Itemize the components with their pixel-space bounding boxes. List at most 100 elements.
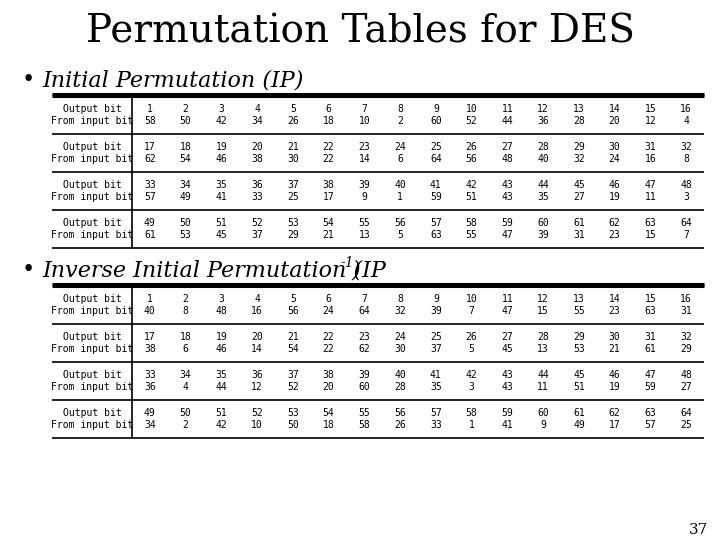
Text: 17: 17 — [323, 192, 335, 202]
Text: 46: 46 — [608, 180, 621, 190]
Text: 24: 24 — [323, 306, 335, 316]
Text: 6: 6 — [325, 294, 332, 304]
Text: 39: 39 — [359, 370, 370, 380]
Text: 54: 54 — [287, 344, 299, 354]
Text: 15: 15 — [644, 104, 656, 114]
Text: 8: 8 — [183, 306, 189, 316]
Text: From input bit: From input bit — [51, 116, 133, 126]
Text: 13: 13 — [359, 230, 370, 240]
Text: 42: 42 — [466, 180, 477, 190]
Text: 32: 32 — [395, 306, 406, 316]
Text: 18: 18 — [323, 116, 335, 126]
Text: 48: 48 — [502, 154, 513, 164]
Text: 1: 1 — [397, 192, 403, 202]
Text: 6: 6 — [397, 154, 403, 164]
Text: 49: 49 — [144, 408, 156, 418]
Text: 43: 43 — [502, 370, 513, 380]
Text: 21: 21 — [287, 332, 299, 342]
Text: 37: 37 — [430, 344, 442, 354]
Text: 54: 54 — [323, 408, 335, 418]
Text: 60: 60 — [537, 218, 549, 228]
Text: 56: 56 — [466, 154, 477, 164]
Text: 15: 15 — [644, 230, 656, 240]
Text: 44: 44 — [502, 116, 513, 126]
Text: 4: 4 — [683, 116, 689, 126]
Text: 63: 63 — [644, 218, 656, 228]
Text: 64: 64 — [430, 154, 442, 164]
Text: 47: 47 — [502, 306, 513, 316]
Text: 54: 54 — [180, 154, 192, 164]
Text: 37: 37 — [689, 523, 708, 537]
Text: 30: 30 — [287, 154, 299, 164]
Text: 59: 59 — [430, 192, 442, 202]
Text: 55: 55 — [573, 306, 585, 316]
Text: 55: 55 — [359, 218, 370, 228]
Text: 42: 42 — [466, 370, 477, 380]
Text: 55: 55 — [466, 230, 477, 240]
Text: 28: 28 — [537, 332, 549, 342]
Text: 50: 50 — [287, 420, 299, 430]
Text: •: • — [22, 259, 35, 281]
Text: 36: 36 — [251, 180, 263, 190]
Text: 41: 41 — [502, 420, 513, 430]
Text: 31: 31 — [644, 142, 656, 152]
Text: 47: 47 — [644, 370, 656, 380]
Text: -1: -1 — [340, 256, 354, 270]
Text: 7: 7 — [361, 104, 367, 114]
Text: 20: 20 — [251, 332, 263, 342]
Text: 23: 23 — [359, 332, 370, 342]
Text: 25: 25 — [430, 142, 442, 152]
Text: 20: 20 — [608, 116, 621, 126]
Text: 50: 50 — [180, 218, 192, 228]
Text: 36: 36 — [144, 382, 156, 392]
Text: 58: 58 — [144, 116, 156, 126]
Text: Output bit: Output bit — [63, 180, 122, 190]
Text: Output bit: Output bit — [63, 370, 122, 380]
Text: 43: 43 — [502, 192, 513, 202]
Text: 19: 19 — [608, 192, 621, 202]
Text: 51: 51 — [466, 192, 477, 202]
Text: •: • — [22, 69, 35, 91]
Text: Output bit: Output bit — [63, 408, 122, 418]
Text: 5: 5 — [469, 344, 474, 354]
Text: 58: 58 — [466, 408, 477, 418]
Text: 64: 64 — [680, 408, 692, 418]
Text: 12: 12 — [537, 104, 549, 114]
Text: 35: 35 — [215, 180, 228, 190]
Text: 6: 6 — [325, 104, 332, 114]
Text: 23: 23 — [359, 142, 370, 152]
Text: Output bit: Output bit — [63, 142, 122, 152]
Text: 36: 36 — [251, 370, 263, 380]
Text: 20: 20 — [251, 142, 263, 152]
Text: 12: 12 — [251, 382, 263, 392]
Text: 7: 7 — [683, 230, 689, 240]
Text: 44: 44 — [215, 382, 228, 392]
Text: 30: 30 — [395, 344, 406, 354]
Text: 3: 3 — [683, 192, 689, 202]
Text: 49: 49 — [144, 218, 156, 228]
Text: From input bit: From input bit — [51, 382, 133, 392]
Text: 38: 38 — [251, 154, 263, 164]
Text: 48: 48 — [680, 370, 692, 380]
Text: 3: 3 — [218, 294, 225, 304]
Text: 49: 49 — [180, 192, 192, 202]
Text: 61: 61 — [144, 230, 156, 240]
Text: 41: 41 — [430, 180, 442, 190]
Text: 37: 37 — [251, 230, 263, 240]
Text: 2: 2 — [397, 116, 403, 126]
Text: 59: 59 — [644, 382, 656, 392]
Text: 1: 1 — [147, 104, 153, 114]
Text: 26: 26 — [466, 332, 477, 342]
Text: 11: 11 — [537, 382, 549, 392]
Text: 15: 15 — [537, 306, 549, 316]
Text: 21: 21 — [608, 344, 621, 354]
Text: 9: 9 — [433, 104, 438, 114]
Text: 33: 33 — [144, 370, 156, 380]
Text: 12: 12 — [644, 116, 656, 126]
Text: 46: 46 — [215, 344, 228, 354]
Text: 34: 34 — [144, 420, 156, 430]
Text: 52: 52 — [287, 382, 299, 392]
Text: 12: 12 — [537, 294, 549, 304]
Text: 14: 14 — [251, 344, 263, 354]
Text: From input bit: From input bit — [51, 306, 133, 316]
